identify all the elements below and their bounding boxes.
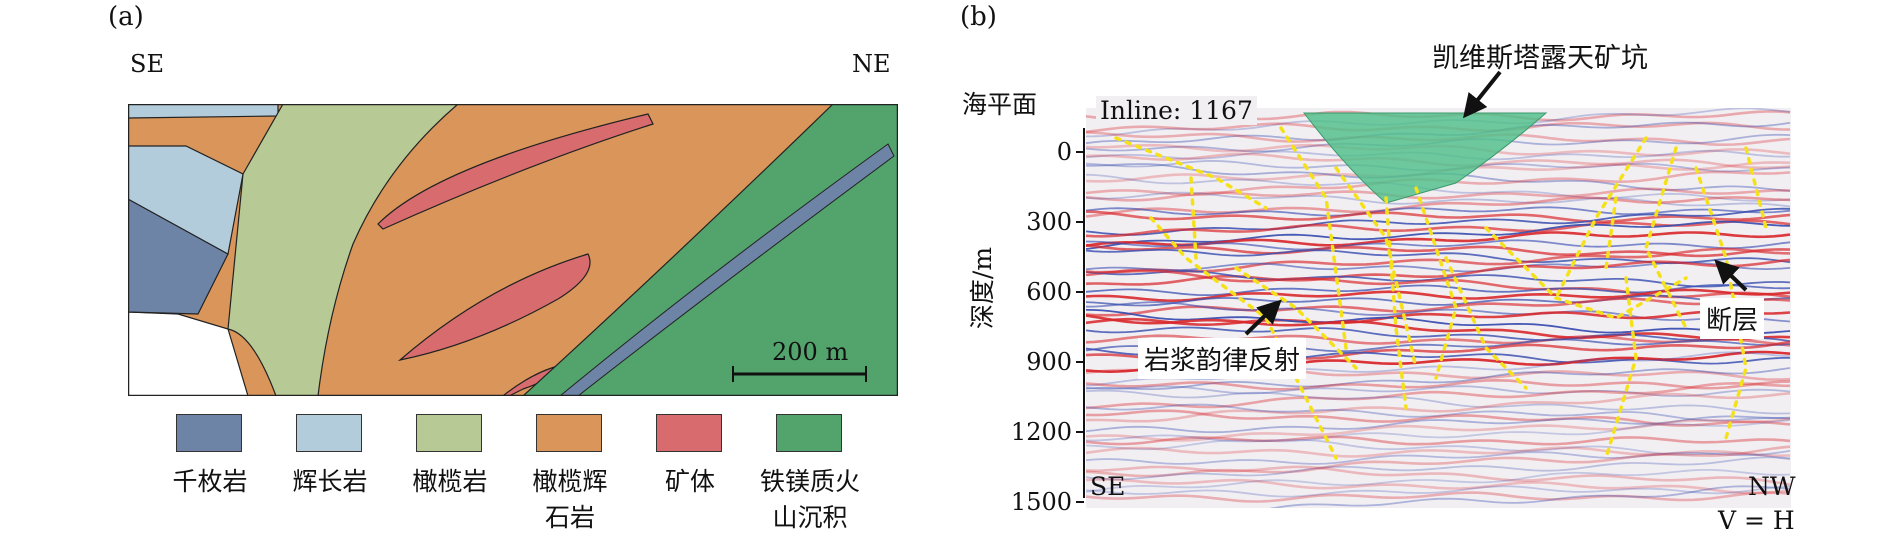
y-tick: [1076, 361, 1084, 363]
seismic-reflector: [1086, 385, 1791, 398]
seismic-reflector: [1086, 389, 1791, 415]
panel-a-tag: (a): [108, 2, 144, 32]
panel-a-left-direction: SE: [130, 50, 164, 78]
y-tick-label: 0: [1056, 138, 1072, 166]
seismic-reflector: [1086, 206, 1791, 217]
inline-label: Inline: 1167: [1096, 96, 1257, 125]
seismic-reflector: [1086, 210, 1791, 224]
seismic-reflector: [1086, 294, 1791, 307]
seismic-reflector: [1086, 435, 1791, 446]
seismic-reflector: [1086, 381, 1791, 410]
seismic-reflector: [1086, 326, 1791, 342]
magma-arrow: [1244, 299, 1282, 336]
seismic-reflector: [1086, 220, 1791, 250]
scale-bar-label: 200 m: [772, 338, 849, 366]
seismic-reflector: [1086, 270, 1791, 288]
y-tick-label: 600: [1026, 278, 1072, 306]
y-tick-label: 300: [1026, 208, 1072, 236]
scale-note: V = H: [1718, 506, 1795, 535]
seismic-reflector: [1086, 450, 1791, 465]
seismic-reflector: [1086, 191, 1791, 208]
seismic-reflector: [1086, 409, 1791, 427]
open-pit: [1302, 112, 1548, 204]
mafic-volcanic-band: [522, 104, 898, 396]
seismic-reflector: [1086, 392, 1791, 423]
seismic-section: [1086, 108, 1791, 508]
legend-swatch-ore-body: [656, 414, 722, 452]
peridotite-body: [227, 104, 459, 396]
annotation-arrows: [1244, 70, 1748, 336]
seismic-reflector: [1086, 301, 1791, 323]
magma-reflection-callout: 岩浆韵律反射: [1138, 338, 1307, 379]
gabbro-body: [128, 145, 244, 255]
seismic-left-direction: SE: [1090, 472, 1126, 501]
seismic-reflector: [1086, 314, 1791, 341]
seismic-reflector: [1268, 485, 1791, 508]
seismic-reflector: [1086, 378, 1791, 391]
legend-label-phyllite: 千枚岩: [172, 467, 248, 496]
phyllite-strip: [559, 143, 895, 396]
panel-b-tag: (b): [960, 2, 997, 32]
seismic-reflector: [1086, 491, 1791, 503]
legend-label-gabbro: 辉长岩: [292, 467, 368, 496]
seismic-reflector: [1086, 415, 1791, 434]
fault-arrow: [1714, 259, 1748, 292]
legend-label-peridotite: 橄榄岩: [412, 467, 488, 496]
seismic-reflector: [1086, 446, 1791, 458]
seismic-reflector: [1086, 207, 1791, 236]
seismic-reflector: [1086, 309, 1791, 335]
seismic-reflector: [1086, 456, 1791, 481]
legend-swatch-phyllite: [176, 414, 242, 452]
seismic-reflector: [1086, 187, 1791, 202]
fault-lines: [1114, 126, 1768, 460]
y-tick: [1076, 501, 1084, 503]
gabbro-strip: [128, 104, 279, 119]
y-tick: [1076, 431, 1084, 433]
seismic-reflector: [1086, 477, 1791, 495]
seismic-right-direction: NW: [1748, 472, 1796, 501]
fault-callout: 断层: [1700, 298, 1765, 339]
seismic-reflector: [1086, 465, 1791, 486]
seismic-reflector: [1086, 434, 1791, 461]
seismic-reflector: [1086, 403, 1791, 422]
panel-a-right-direction: NE: [852, 50, 891, 78]
y-tick: [1076, 221, 1084, 223]
pit-arrow: [1463, 70, 1502, 119]
section-frame: [128, 104, 898, 396]
geologic-cross-section: [128, 104, 898, 396]
ore-body-upper: [377, 113, 654, 230]
seismic-reflector: [1086, 469, 1791, 493]
y-tick-label: 900: [1026, 348, 1072, 376]
seismic-reflector: [1086, 239, 1791, 251]
legend-swatch-gabbro: [296, 414, 362, 452]
legend: 千枚岩 辉长岩 橄榄岩 橄榄辉 石岩 矿体 铁镁质火 山沉积: [140, 412, 900, 540]
seismic-reflector: [1086, 196, 1791, 218]
legend-label-olivine-pyroxenite: 橄榄辉 石岩: [532, 467, 608, 532]
pit-label: 凯维斯塔露天矿坑: [1432, 43, 1648, 74]
seismic-reflector: [1086, 310, 1791, 327]
seismic-reflector: [1086, 417, 1791, 442]
seismic-reflector: [1086, 419, 1791, 451]
seismic-reflector: [1086, 445, 1791, 478]
seismic-reflector: [1086, 367, 1791, 391]
seismic-reflector: [1086, 485, 1791, 498]
y-tick-label: 1500: [1010, 488, 1072, 516]
legend-swatch-olivine-pyroxenite: [536, 414, 602, 452]
legend-swatch-peridotite: [416, 414, 482, 452]
sea-level-label: 海平面: [962, 90, 1038, 119]
legend-label-ore-body: 矿体: [664, 467, 715, 496]
seismic-reflector: [1086, 173, 1791, 202]
y-tick: [1076, 151, 1084, 153]
y-tick-label: 1200: [1010, 418, 1072, 446]
y-tick: [1076, 291, 1084, 293]
ore-body-middle: [397, 253, 591, 362]
legend-label-mafic-volcanic: 铁镁质火 山沉积: [759, 467, 860, 532]
legend-swatch-mafic-volcanic: [776, 414, 842, 452]
y-axis-line: [1083, 128, 1085, 498]
